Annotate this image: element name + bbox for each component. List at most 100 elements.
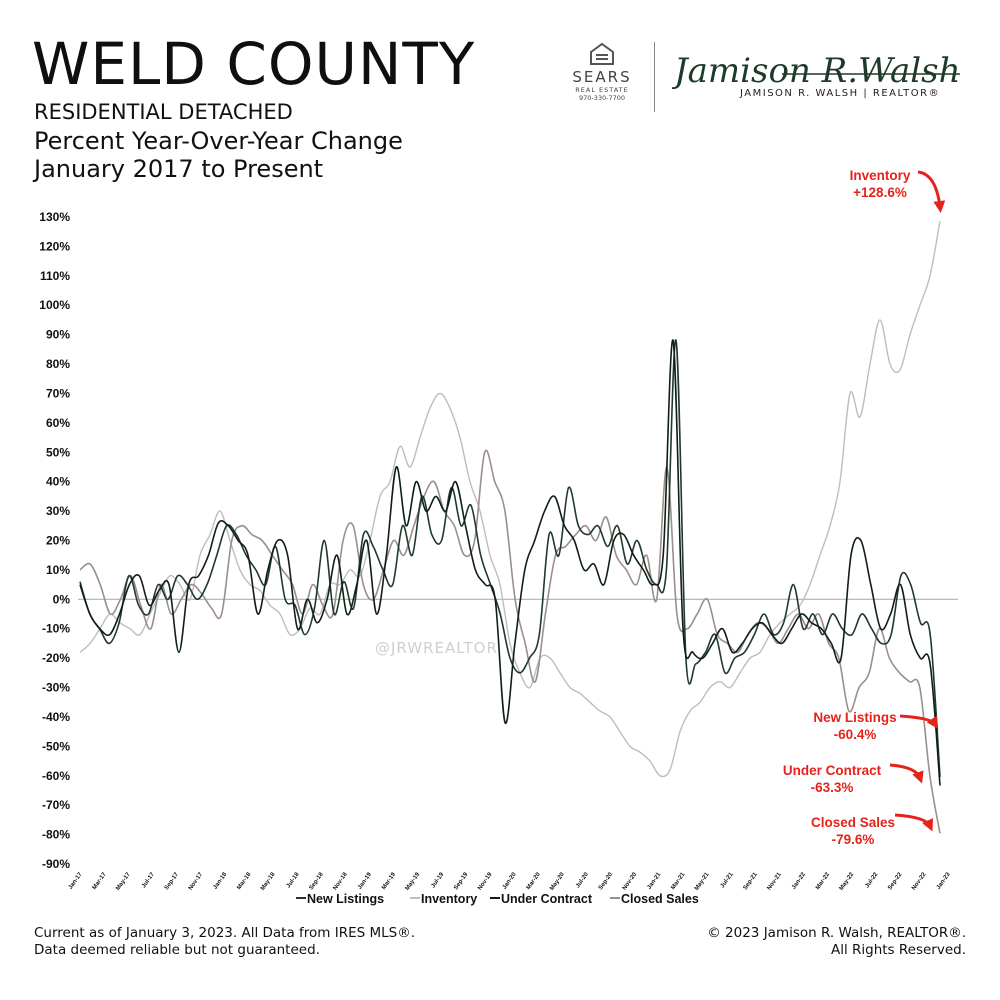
annotation-arrow [899, 714, 939, 729]
annotation-label: Inventory [850, 168, 911, 183]
x-tick-label: Jul-19 [430, 871, 445, 889]
annotation-inventory: Inventory +128.6% [850, 168, 946, 213]
series-line-closed-sales [79, 449, 941, 834]
x-tick-label: Jan-19 [357, 871, 373, 891]
x-tick-label: May-17 [115, 871, 132, 892]
x-tick-label: Jan-22 [791, 871, 807, 891]
y-tick-label: -60% [42, 769, 70, 783]
x-tick-label: May-21 [694, 871, 711, 892]
x-tick-label: Mar-21 [670, 871, 686, 891]
y-tick-label: -90% [42, 857, 70, 871]
x-tick-label: May-19 [405, 871, 422, 892]
footer-source: Current as of January 3, 2023. All Data … [34, 925, 416, 941]
x-tick-label: Sep-19 [453, 871, 470, 891]
y-tick-label: 10% [46, 563, 70, 577]
legend-item-under-contract: Under Contract [490, 892, 593, 906]
x-tick-label: Nov-18 [332, 871, 349, 891]
legend-item-inventory: Inventory [410, 892, 477, 906]
x-tick-label: Sep-20 [598, 871, 615, 891]
sears-sub: REAL ESTATE [575, 86, 629, 94]
x-tick-label: Nov-17 [188, 871, 205, 891]
x-tick-label: Jul-22 [864, 871, 879, 889]
y-tick-label: 0% [53, 592, 71, 606]
sears-phone: 970-330-7700 [578, 94, 626, 102]
page-title: WELD COUNTY [32, 30, 476, 98]
x-tick-label: Jan-20 [502, 871, 518, 891]
legend-label: Under Contract [501, 892, 593, 906]
y-tick-label: 20% [46, 534, 70, 548]
y-tick-label: 60% [46, 416, 70, 430]
x-tick-label: May-18 [260, 871, 277, 892]
annotation-under-contract: Under Contract -63.3% [783, 763, 924, 795]
legend-item-new-listings: New Listings [296, 892, 384, 906]
annotation-value: -60.4% [834, 727, 877, 742]
annotation-value: -63.3% [811, 780, 854, 795]
annotation-arrow [894, 813, 934, 832]
x-tick-label: Mar-20 [526, 871, 542, 891]
x-tick-label: Nov-20 [622, 871, 639, 891]
house-icon [590, 42, 614, 65]
y-tick-label: -20% [42, 651, 70, 665]
annotation-label: New Listings [813, 710, 896, 725]
annotation-arrow [917, 170, 946, 213]
y-tick-label: -80% [42, 828, 70, 842]
x-tick-label: Jul-17 [141, 871, 156, 889]
y-tick-label: -10% [42, 622, 70, 636]
x-tick-label: Nov-22 [911, 871, 928, 891]
watermark: @JRWREALTOR [375, 639, 498, 657]
legend-label: Closed Sales [621, 892, 699, 906]
subtitle-property-type: RESIDENTIAL DETACHED [34, 100, 293, 124]
signature-text: JAMISON R. WALSH | REALTOR® [740, 88, 941, 99]
y-tick-label: 130% [39, 210, 70, 224]
signature-logo: Jamison R.Walsh [672, 51, 961, 91]
x-tick-label: Sep-21 [743, 871, 760, 891]
x-tick-label: Jan-23 [936, 871, 952, 891]
legend-label: New Listings [307, 892, 384, 906]
x-tick-label: Jan-18 [212, 871, 228, 891]
annotation-label: Under Contract [783, 763, 882, 778]
x-tick-label: Jul-18 [286, 871, 301, 889]
series-line-under-contract [79, 339, 941, 786]
logo-divider [654, 42, 655, 112]
y-tick-label: 120% [39, 239, 70, 253]
signature-script: Jamison R.Walsh [672, 51, 961, 91]
x-tick-label: Mar-22 [815, 871, 831, 891]
y-tick-label: -50% [42, 739, 70, 753]
annotation-closed-sales: Closed Sales -79.6% [811, 813, 934, 847]
sears-name: SEARS [572, 68, 632, 86]
x-tick-label: Nov-21 [766, 871, 783, 891]
subtitle-metric: Percent Year-Over-Year Change [34, 127, 403, 155]
x-tick-label: Jan-17 [68, 871, 84, 891]
annotation-label: Closed Sales [811, 815, 895, 830]
x-tick-label: Sep-22 [887, 871, 904, 891]
legend-item-closed-sales: Closed Sales [610, 892, 699, 906]
x-tick-label: Mar-18 [236, 871, 252, 891]
y-tick-label: 40% [46, 475, 70, 489]
subtitle-range: January 2017 to Present [34, 155, 324, 183]
annotation-value: -79.6% [832, 832, 875, 847]
annotation-arrow [889, 763, 924, 784]
x-tick-label: May-20 [549, 871, 566, 892]
y-tick-label: -70% [42, 798, 70, 812]
footer-disclaimer: Data deemed reliable but not guaranteed. [34, 942, 320, 958]
footer-right: © 2023 Jamison R. Walsh, REALTOR®. All R… [707, 925, 966, 959]
x-tick-label: Sep-18 [309, 871, 326, 891]
footer-left: Current as of January 3, 2023. All Data … [34, 925, 415, 959]
y-tick-label: 50% [46, 445, 70, 459]
y-tick-label: 80% [46, 357, 70, 371]
x-tick-label: Mar-19 [381, 871, 397, 891]
annotation-new-listings: New Listings -60.4% [813, 710, 939, 742]
y-tick-label: 90% [46, 328, 70, 342]
y-tick-label: 110% [40, 269, 70, 283]
y-tick-label: -30% [42, 681, 70, 695]
x-tick-label: Jul-21 [720, 871, 735, 889]
footer-rights: All Rights Reserved. [830, 942, 966, 958]
x-tick-label: May-22 [839, 871, 856, 892]
x-tick-label: Mar-17 [92, 871, 108, 891]
legend-label: Inventory [421, 892, 477, 906]
y-tick-label: -40% [42, 710, 70, 724]
annotation-value: +128.6% [853, 185, 907, 200]
x-tick-label: Jan-21 [646, 871, 662, 891]
x-tick-label: Nov-19 [477, 871, 494, 891]
